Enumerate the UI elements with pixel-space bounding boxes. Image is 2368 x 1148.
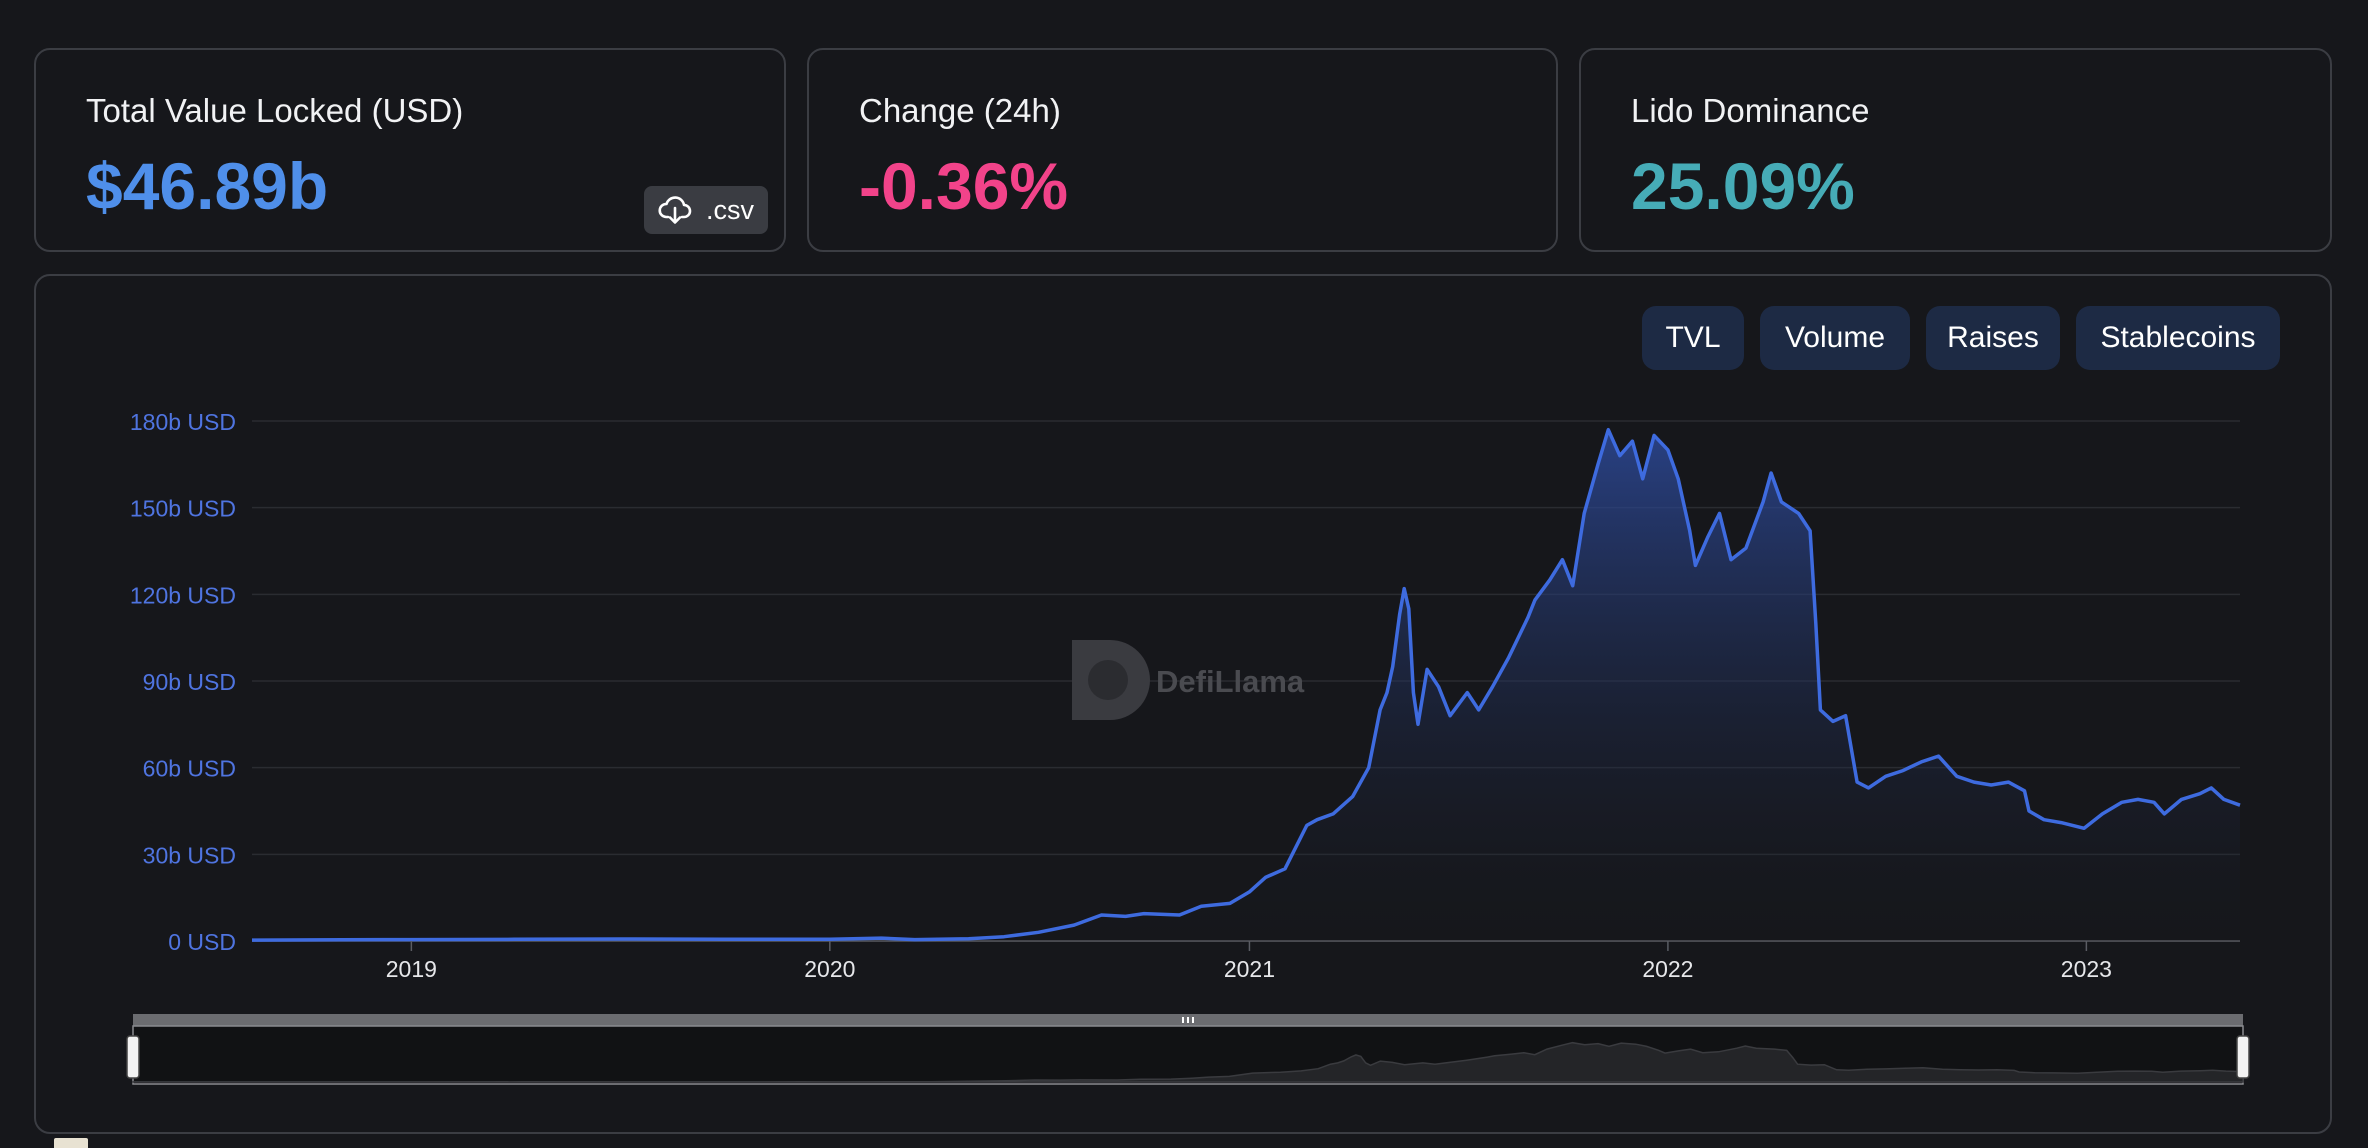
tvl-value: $46.89b <box>86 149 329 223</box>
tab-volume[interactable]: Volume <box>1760 306 1910 370</box>
tab-stablecoins[interactable]: Stablecoins <box>2076 306 2280 370</box>
dominance-value: 25.09% <box>1631 149 1855 223</box>
csv-label: .csv <box>705 194 754 225</box>
tab-volume-label: Volume <box>1784 321 1886 354</box>
tab-stablecoins-label: Stablecoins <box>2100 321 2256 354</box>
dominance-label: Lido Dominance <box>1631 92 1870 129</box>
change-label: Change (24h) <box>859 92 1061 129</box>
footer-thumbnail <box>54 1138 88 1148</box>
tab-tvl-label: TVL <box>1665 321 1721 354</box>
tvl-label: Total Value Locked (USD) <box>86 92 464 129</box>
tab-raises[interactable]: Raises <box>1926 306 2060 370</box>
dominance-card: Lido Dominance 25.09% <box>1579 48 2332 252</box>
tvl-card: Total Value Locked (USD) $46.89b .csv <box>34 48 786 252</box>
tab-raises-label: Raises <box>1947 321 2039 354</box>
tab-tvl[interactable]: TVL <box>1642 306 1744 370</box>
chart-card: TVL Volume Raises Stablecoins <box>34 274 2332 1134</box>
cloud-download-icon <box>658 196 692 224</box>
change-value: -0.36% <box>859 149 1069 223</box>
change-card: Change (24h) -0.36% <box>807 48 1558 252</box>
download-csv-button[interactable]: .csv <box>644 186 768 234</box>
